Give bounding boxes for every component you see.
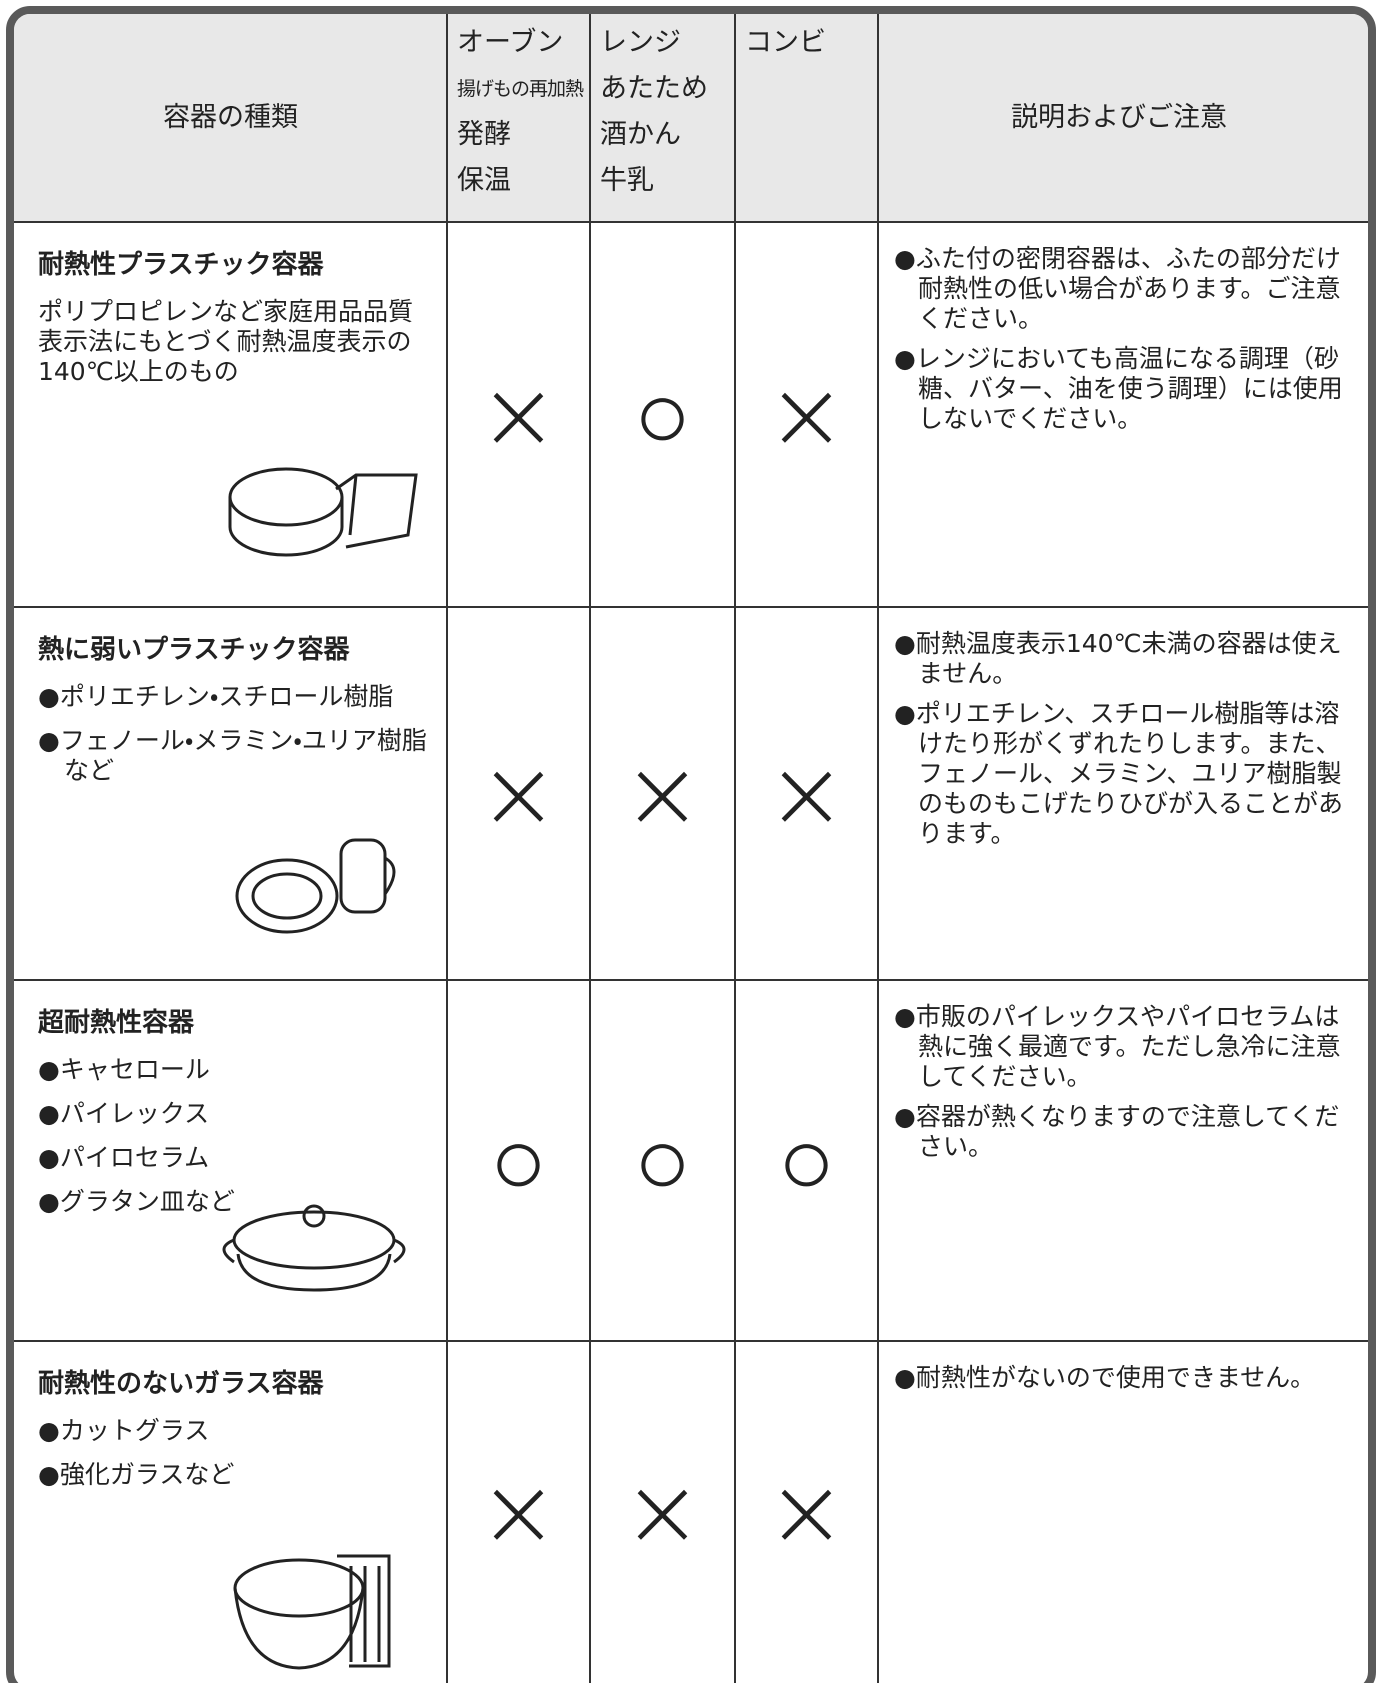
- header-line: 牛乳: [600, 165, 654, 196]
- type-name: 耐熱性のないガラス容器: [38, 1369, 324, 1399]
- notes-cell: ●耐熱性がないので使用できません。: [894, 1363, 1344, 1403]
- usage-symbol: ×: [766, 737, 847, 850]
- notes-cell: ●市販のパイレックスやパイロセラムは熱に強く最適です。ただし急冷に注意してくださ…: [894, 1002, 1344, 1172]
- note: ●ポリエチレン、スチロール樹脂等は溶けたり形がくずれたりします。また、フェノール…: [894, 699, 1344, 848]
- row-line: [14, 221, 1368, 223]
- header-cell: 容器の種類: [163, 102, 298, 133]
- type-detail: ●グラタン皿など: [38, 1187, 235, 1216]
- usage-symbol: ×: [478, 1456, 559, 1568]
- usage-symbol: ×: [478, 358, 559, 471]
- header-bg: [14, 14, 1368, 222]
- illustration: [235, 838, 396, 934]
- type-detail: ●パイレックス: [38, 1099, 210, 1128]
- note: ●耐熱温度表示140℃未満の容器は使えません。: [894, 629, 1342, 688]
- note: ●耐熱性がないので使用できません。: [894, 1363, 1316, 1392]
- column-line: [589, 14, 591, 1683]
- note: ●レンジにおいても高温になる調理（砂糖、バター、油を使う調理）には使用しないでく…: [894, 344, 1343, 433]
- type-cell: 耐熱性プラスチック容器ポリプロピレンなど家庭用品品質表示法にもとづく耐熱温度表示…: [38, 244, 435, 401]
- table: 容器の種類 オーブン 揚げもの再加熱 発酵 保温 レンジ あたため 酒かん 牛乳 コンビ 説明および…: [6, 6, 1376, 1683]
- type-name: 熱に弱いプラスチック容器: [38, 635, 350, 665]
- header-line: 発酵: [457, 119, 511, 150]
- usage-symbol: ×: [766, 1456, 847, 1568]
- row-line: [14, 606, 1368, 608]
- type-detail: ●強化ガラスなど: [38, 1460, 235, 1489]
- illustration: [233, 1554, 391, 1670]
- usage-symbol: ×: [622, 1456, 703, 1568]
- usage-symbol: ○: [633, 1104, 692, 1217]
- notes-cell: ●耐熱温度表示140℃未満の容器は使えません。 ●ポリエチレン、スチロール樹脂等は…: [894, 629, 1344, 859]
- column-line: [446, 14, 448, 1683]
- column-line: [734, 14, 736, 1683]
- type-detail: ●パイロセラム: [38, 1143, 210, 1172]
- illustration: [222, 1204, 406, 1292]
- usage-symbol: ○: [633, 358, 692, 471]
- row-line: [14, 979, 1368, 981]
- header-line: 保温: [457, 165, 511, 196]
- usage-symbol: ×: [766, 358, 847, 471]
- type-name: 超耐熱性容器: [38, 1008, 195, 1038]
- type-detail: ●キャセロール: [38, 1055, 210, 1084]
- illustration: [228, 467, 418, 557]
- column-line: [877, 14, 879, 1683]
- header-line: オーブン: [457, 27, 564, 58]
- header-line: あたため: [600, 73, 708, 104]
- header-line: コンビ: [745, 27, 826, 58]
- header-line: レンジ: [600, 27, 681, 58]
- note: ●容器が熱くなりますので注意してください。: [894, 1102, 1340, 1161]
- type-name: 耐熱性プラスチック容器: [38, 250, 324, 280]
- row-line: [14, 1340, 1368, 1342]
- usage-symbol: ○: [489, 1104, 548, 1217]
- type-detail: ●カットグラス: [38, 1416, 210, 1445]
- type-detail: ●ポリエチレン・スチロール樹脂: [38, 682, 394, 711]
- notes-cell: ●ふた付の密閉容器は、ふたの部分だけ耐熱性の低い場合があります。ご注意ください。…: [894, 244, 1344, 444]
- header-cell: コンビ: [745, 20, 876, 66]
- header-cell: 説明およびご注意: [1011, 102, 1227, 133]
- type-cell: 超耐熱性容器 ●キャセロール ●パイレックス ●パイロセラム ●グラタン皿など: [38, 1002, 435, 1231]
- type-detail: ●フェノール・メラミン・ユリア樹脂など: [38, 726, 427, 785]
- type-cell: 熱に弱いプラスチック容器 ●ポリエチレン・スチロール樹脂 ●フェノール・メラミン・ユ…: [38, 629, 435, 800]
- header-cell: オーブン揚げもの再加熱発酵保温: [457, 20, 588, 204]
- header-line: 酒かん: [600, 119, 681, 150]
- note: ●ふた付の密閉容器は、ふたの部分だけ耐熱性の低い場合があります。ご注意ください。: [894, 244, 1341, 333]
- header-line: 揚げもの再加熱: [457, 78, 584, 100]
- type-cell: 耐熱性のないガラス容器 ●カットグラス ●強化ガラスなど: [38, 1363, 435, 1504]
- type-detail: ポリプロピレンなど家庭用品品質表示法にもとづく耐熱温度表示の140℃以上のもの: [38, 297, 414, 386]
- usage-symbol: ○: [777, 1104, 836, 1217]
- usage-symbol: ×: [622, 737, 703, 850]
- usage-symbol: ×: [478, 737, 559, 850]
- header-cell: レンジあたため酒かん牛乳: [600, 20, 733, 204]
- note: ●市販のパイレックスやパイロセラムは熱に強く最適です。ただし急冷に注意してくださ…: [894, 1002, 1341, 1091]
